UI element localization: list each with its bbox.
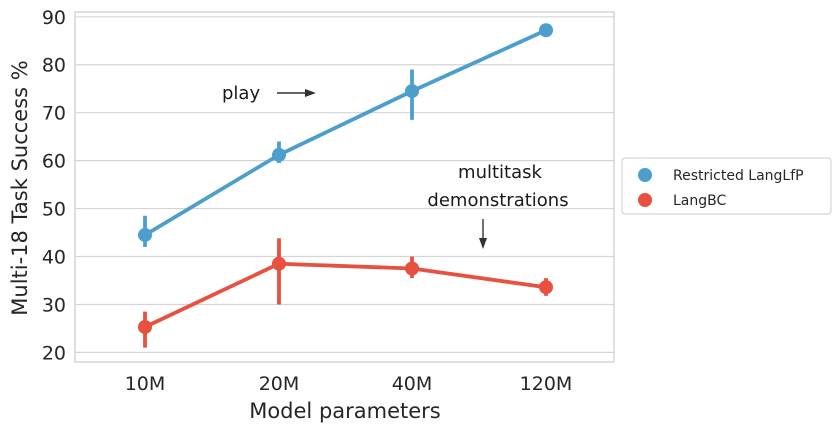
annotation-multitask-line1: multitask	[458, 162, 542, 183]
x-axis-label: Model parameters	[249, 399, 441, 423]
annotation-multitask-arrowhead	[479, 238, 487, 249]
data-point-restricted-langlfp-3	[539, 23, 553, 38]
data-point-restricted-langlfp-2	[405, 84, 419, 99]
y-tick-40: 40	[42, 247, 66, 269]
legend-label-restricted-langlfp: Restricted LangLfP	[673, 168, 804, 184]
gridlines	[75, 16, 614, 354]
y-tick-20: 20	[42, 342, 66, 364]
plot-frame	[74, 11, 615, 363]
annotation-multitask-line2: demonstrations	[427, 190, 568, 211]
x-tick-10m: 10M	[125, 373, 166, 395]
data-point-langbc-1	[272, 256, 286, 271]
y-tick-60: 60	[42, 151, 66, 173]
legend-box	[621, 157, 832, 215]
x-tick-labels: 10M 20M 40M 120M	[125, 373, 573, 395]
data-point-restricted-langlfp-0	[138, 227, 152, 242]
data-point-langbc-3	[539, 280, 553, 295]
series-line-langbc	[143, 261, 548, 329]
data-point-langbc-2	[405, 261, 419, 276]
series-langbc	[138, 238, 553, 348]
annotation-play-text: play	[222, 83, 260, 104]
legend: Restricted LangLfP LangBC	[621, 157, 832, 215]
annotation-multitask: multitask demonstrations	[427, 162, 569, 249]
annotation-play: play	[222, 83, 316, 104]
legend-marker-langbc	[638, 193, 652, 207]
y-tick-80: 80	[42, 55, 66, 77]
series-group	[138, 23, 553, 348]
y-tick-50: 50	[42, 199, 66, 221]
x-tick-120m: 120M	[520, 373, 573, 395]
legend-label-langbc: LangBC	[673, 193, 726, 209]
x-tick-20m: 20M	[259, 373, 300, 395]
legend-marker-restricted-langlfp	[638, 168, 652, 182]
annotation-play-arrowhead	[305, 89, 316, 97]
series-line-restricted-langlfp	[143, 28, 548, 237]
y-tick-90: 90	[42, 7, 66, 29]
y-tick-70: 70	[42, 103, 66, 125]
y-axis-label: Multi-18 Task Success %	[8, 60, 32, 315]
data-point-langbc-0	[138, 320, 152, 334]
y-tick-labels: 20 30 40 50 60 70 80 90	[42, 7, 66, 365]
data-point-restricted-langlfp-1	[272, 147, 286, 162]
x-tick-40m: 40M	[392, 373, 433, 395]
series-restricted-langlfp	[138, 23, 553, 247]
y-tick-30: 30	[42, 294, 66, 316]
